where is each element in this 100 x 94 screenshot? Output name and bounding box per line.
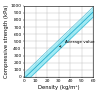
Text: Average value: Average value	[60, 40, 95, 47]
X-axis label: Density (kg/m³): Density (kg/m³)	[38, 85, 79, 90]
Y-axis label: Compressive strength (kPa): Compressive strength (kPa)	[4, 5, 9, 78]
